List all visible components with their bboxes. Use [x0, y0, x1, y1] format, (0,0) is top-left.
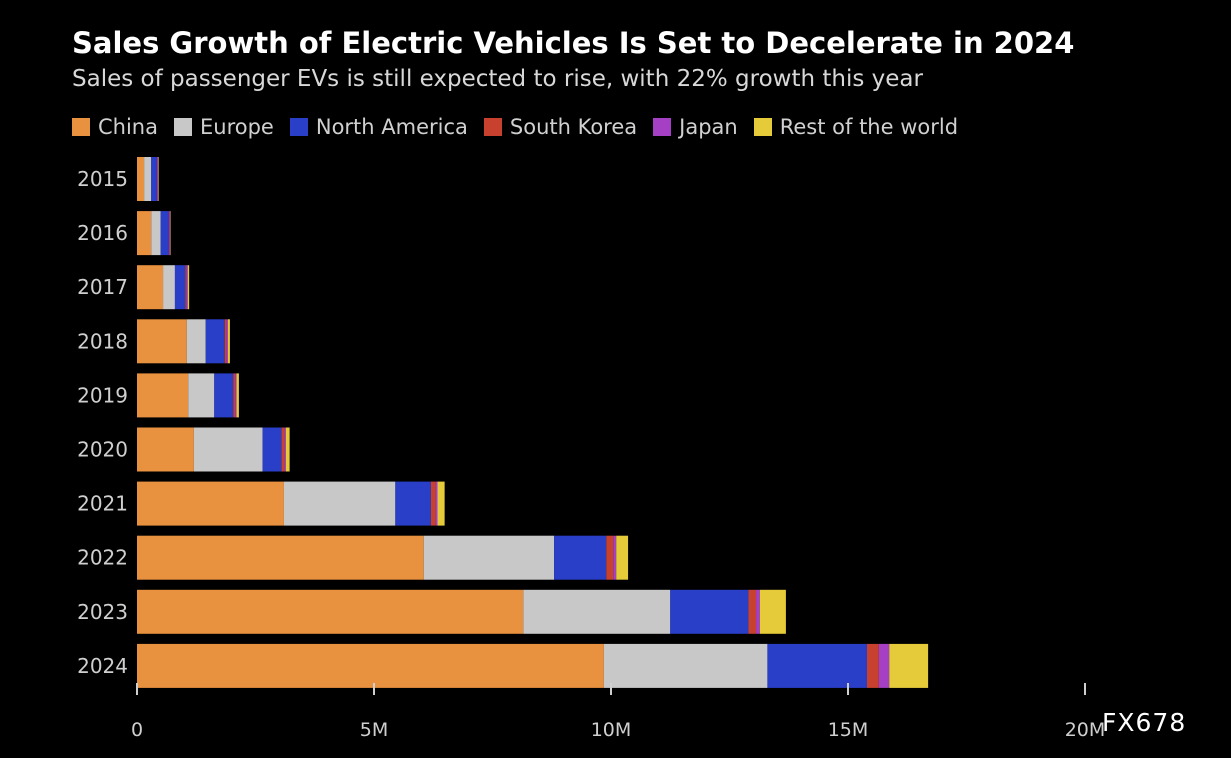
- legend-item-south-korea: South Korea: [483, 115, 638, 139]
- legend-item-china: China: [72, 115, 158, 139]
- chart-legend: China Europe North America South Korea Japan…: [72, 115, 974, 139]
- year-label: 2023: [77, 600, 128, 624]
- bar-segment-japan-2017: [186, 265, 188, 310]
- bar-segment-north-america-2022: [554, 535, 607, 580]
- bar-segment-europe-2019: [188, 373, 215, 418]
- bar-segment-japan-2019: [235, 373, 237, 418]
- legend-swatch: [174, 118, 192, 136]
- bar-segment-rest-of-the-world-2019: [236, 373, 239, 418]
- legend-item-japan: Japan: [653, 115, 738, 139]
- year-label: 2018: [77, 329, 128, 353]
- bar-segment-south-korea-2019: [233, 373, 236, 418]
- bar-segment-europe-2024: [603, 643, 768, 688]
- bar-segment-europe-2021: [283, 481, 396, 526]
- legend-item-europe: Europe: [174, 115, 274, 139]
- bar-segment-china-2022: [137, 535, 424, 580]
- bar-segment-rest-of-the-world-2022: [616, 535, 629, 580]
- legend-label: Europe: [200, 115, 274, 139]
- bar-segment-north-america-2021: [395, 481, 431, 526]
- chart-title: Sales Growth of Electric Vehicles Is Set…: [72, 26, 1075, 60]
- bar-segment-north-america-2016: [160, 211, 169, 256]
- year-label: 2017: [77, 275, 128, 299]
- bar-segment-north-america-2024: [767, 643, 867, 688]
- legend-swatch: [483, 118, 502, 136]
- year-label: 2021: [77, 492, 128, 516]
- bar-segment-china-2015: [137, 157, 145, 201]
- legend-item-rest-of-the-world: Rest of the world: [753, 115, 959, 139]
- bar-segment-europe-2016: [151, 211, 161, 256]
- bar-segment-china-2019: [137, 373, 189, 418]
- x-tick-label: 5M: [360, 719, 388, 741]
- year-label: 2019: [77, 383, 128, 407]
- bar-segment-japan-2021: [435, 481, 438, 526]
- bar-segment-japan-2024: [878, 643, 890, 688]
- bar-segment-south-korea-2020: [281, 427, 285, 472]
- watermark: FX678: [1102, 708, 1187, 737]
- bar-segment-north-america-2015: [151, 157, 157, 201]
- bar-segment-europe-2015: [144, 157, 152, 201]
- bar-segment-europe-2020: [193, 427, 263, 472]
- bar-segment-rest-of-the-world-2021: [437, 481, 445, 526]
- bar-segment-china-2020: [137, 427, 194, 472]
- bar-segment-south-korea-2022: [606, 535, 614, 580]
- bar-segment-europe-2023: [523, 589, 671, 634]
- bar-segment-north-america-2018: [205, 319, 225, 364]
- bar-segment-china-2024: [137, 643, 604, 688]
- bar-segment-japan-2018: [226, 319, 229, 364]
- bar-segment-south-korea-2023: [748, 589, 757, 634]
- chart-subtitle: Sales of passenger EVs is still expected…: [72, 66, 923, 92]
- bar-segment-europe-2017: [163, 265, 175, 310]
- bar-segment-china-2017: [137, 265, 164, 310]
- legend-swatch: [72, 118, 90, 136]
- legend-swatch: [753, 118, 772, 136]
- legend-label: Rest of the world: [779, 115, 959, 139]
- bar-segment-rest-of-the-world-2018: [228, 319, 230, 364]
- bar-segment-north-america-2023: [670, 589, 749, 634]
- bar-segment-rest-of-the-world-2023: [759, 589, 786, 634]
- bar-segment-south-korea-2021: [430, 481, 436, 526]
- bar-segment-rest-of-the-world-2024: [889, 643, 929, 688]
- bar-segment-china-2023: [137, 589, 524, 634]
- legend-label: Japan: [679, 115, 738, 139]
- legend-swatch: [653, 118, 672, 136]
- bar-segment-south-korea-2018: [224, 319, 227, 364]
- year-label: 2015: [77, 167, 128, 191]
- legend-label: China: [98, 115, 158, 139]
- x-tick-label: 0: [131, 719, 143, 741]
- x-tick-label: 10M: [591, 719, 632, 741]
- legend-label: North America: [315, 115, 468, 139]
- bar-segment-north-america-2017: [174, 265, 186, 310]
- x-tick-label: 15M: [828, 719, 869, 741]
- bar-segment-china-2021: [137, 481, 284, 526]
- year-label: 2016: [77, 221, 128, 245]
- bar-segment-japan-2022: [613, 535, 617, 580]
- legend-label: South Korea: [509, 115, 638, 139]
- bar-segment-japan-2020: [284, 427, 286, 472]
- bar-segment-rest-of-the-world-2020: [285, 427, 290, 472]
- bar-segment-china-2016: [137, 211, 152, 256]
- bar-segment-europe-2018: [186, 319, 206, 364]
- bar-segment-china-2018: [137, 319, 187, 364]
- bar-segment-japan-2016: [169, 211, 171, 256]
- year-label: 2020: [77, 438, 128, 462]
- bar-segment-north-america-2019: [214, 373, 234, 418]
- year-label: 2024: [77, 654, 128, 678]
- year-label: 2022: [77, 546, 128, 570]
- bar-segment-north-america-2020: [262, 427, 282, 472]
- legend-item-north-america: North America: [289, 115, 468, 139]
- bar-segment-rest-of-the-world-2017: [187, 265, 190, 310]
- bar-segment-japan-2015: [157, 157, 159, 201]
- bar-segment-japan-2023: [756, 589, 760, 634]
- legend-swatch: [289, 118, 308, 136]
- bar-segment-europe-2022: [423, 535, 555, 580]
- bar-segment-south-korea-2024: [866, 643, 879, 688]
- bar-segment-south-korea-2017: [185, 265, 187, 310]
- x-tick-label: 20M: [1065, 719, 1106, 741]
